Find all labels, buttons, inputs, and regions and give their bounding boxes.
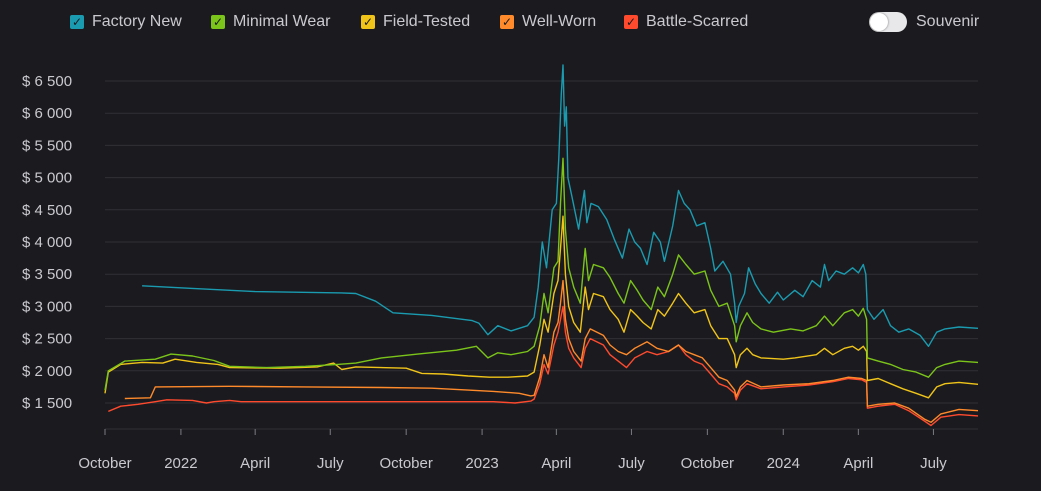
y-tick-label: $ 3 500 <box>22 266 72 283</box>
y-tick-label: $ 4 500 <box>22 202 72 219</box>
toggle-switch-icon[interactable] <box>869 12 907 32</box>
legend-item-field-tested[interactable]: ✓ Field-Tested <box>361 12 470 32</box>
legend-label: Factory New <box>92 13 182 30</box>
x-tick-label: October <box>78 455 131 472</box>
x-tick-label: July <box>618 455 645 472</box>
series-line-well-worn <box>124 279 979 423</box>
legend-item-factory-new[interactable]: ✓ Factory New <box>70 12 182 32</box>
y-tick-label: $ 5 500 <box>22 137 72 154</box>
check-icon[interactable]: ✓ <box>500 15 514 29</box>
x-tick-label: July <box>920 455 947 472</box>
legend-item-battle-scarred[interactable]: ✓ Battle-Scarred <box>624 12 748 32</box>
y-tick-label: $ 3 000 <box>22 298 72 315</box>
souvenir-label: Souvenir <box>916 13 980 30</box>
souvenir-toggle[interactable]: Souvenir <box>869 11 979 33</box>
x-tick-label: April <box>843 455 873 472</box>
legend-label: Well-Worn <box>522 13 597 30</box>
legend-label: Minimal Wear <box>233 13 331 30</box>
series-line-factory-new <box>142 64 979 347</box>
check-icon[interactable]: ✓ <box>211 15 225 29</box>
check-icon[interactable]: ✓ <box>624 15 638 29</box>
y-tick-label: $ 1 500 <box>22 395 72 412</box>
y-tick-label: $ 6 000 <box>22 105 72 122</box>
y-tick-label: $ 5 000 <box>22 170 72 187</box>
toggle-knob <box>870 13 888 31</box>
y-tick-label: $ 4 000 <box>22 234 72 251</box>
series-lines <box>104 64 979 427</box>
x-tick-label: April <box>541 455 571 472</box>
y-tick-label: $ 2 000 <box>22 363 72 380</box>
grid-lines <box>105 80 978 430</box>
x-tick-label: July <box>317 455 344 472</box>
legend-label: Battle-Scarred <box>646 13 749 30</box>
chart-legend: ✓ Factory New ✓ Minimal Wear ✓ Field-Tes… <box>0 0 1041 44</box>
y-tick-label: $ 6 500 <box>22 73 72 90</box>
x-tick-label: April <box>240 455 270 472</box>
x-axis-labels: October 2022 April July October 2023 April July… <box>78 455 947 472</box>
check-icon[interactable]: ✓ <box>361 15 375 29</box>
x-axis-ticks <box>104 429 934 435</box>
legend-item-well-worn[interactable]: ✓ Well-Worn <box>500 12 596 32</box>
series-line-field-tested <box>104 215 979 399</box>
x-tick-label: 2024 <box>767 455 800 472</box>
series-line-minimal-wear <box>104 157 979 391</box>
y-tick-label: $ 2 500 <box>22 331 72 348</box>
check-icon[interactable]: ✓ <box>70 15 84 29</box>
x-tick-label: 2023 <box>465 455 498 472</box>
legend-label: Field-Tested <box>383 13 471 30</box>
series-line-battle-scarred <box>108 305 979 427</box>
legend-item-minimal-wear[interactable]: ✓ Minimal Wear <box>211 12 331 32</box>
x-tick-label: October <box>681 455 734 472</box>
y-axis-labels: $ 1 500 $ 2 000 $ 2 500 $ 3 000 $ 3 500 $ 4 0… <box>22 73 72 412</box>
x-tick-label: October <box>379 455 432 472</box>
x-tick-label: 2022 <box>164 455 197 472</box>
